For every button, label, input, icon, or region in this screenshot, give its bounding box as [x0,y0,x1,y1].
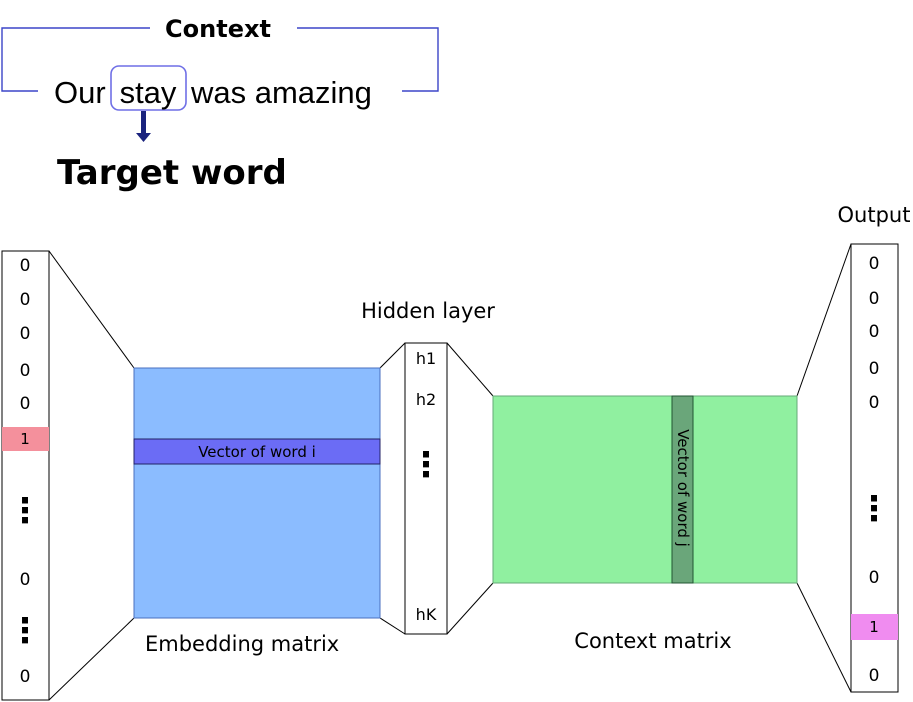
input-cell: 0 [20,324,31,344]
target-word-highlight-box [110,65,187,111]
input-cell: 0 [20,394,31,414]
context-matrix: Vector of word j [492,395,798,584]
input-vector-frame [1,250,50,701]
projection-lines [48,243,852,701]
output-cell: 0 [869,322,880,342]
context-label: Context [165,15,271,43]
output-label: Output [838,203,911,227]
input-ellipsis: ⋮ [8,491,42,531]
context-frame [1,27,439,92]
input-cell: 0 [20,290,31,310]
hidden-ellipsis: ⋮ [409,445,443,485]
output-cell: 0 [869,666,880,686]
input-cell: 0 [20,361,31,381]
output-vector: 0 0 0 0 0 ⋮ 0 1 0 [850,243,899,693]
output-cell: 0 [869,359,880,379]
output-cell: 0 [869,289,880,309]
input-vector-highlight [2,427,49,451]
embedding-matrix-body [133,367,381,619]
embedding-row-word-i [133,438,381,465]
embedding-row-label: Vector of word i [198,443,316,461]
embedding-matrix-label: Embedding matrix [145,632,339,656]
hidden-unit: h1 [416,349,436,368]
output-cell: 0 [869,254,880,274]
embedding-matrix: Vector of word i [133,367,381,619]
hidden-layer: h1 h2 ⋮ hK [404,342,448,635]
hidden-layer-frame [404,342,448,635]
output-vector-highlight [851,614,898,640]
output-cell-active: 1 [869,618,879,636]
output-cell: 0 [869,393,880,413]
input-ellipsis: ⋮ [8,611,42,651]
input-cell: 0 [20,256,31,276]
context-matrix-body [492,395,798,584]
hidden-layer-label: Hidden layer [361,299,495,323]
input-vector: 0 0 0 0 0 1 ⋮ 0 ⋮ 0 [1,250,50,701]
context-column-label: Vector of word j [674,429,692,547]
input-cell-active: 1 [20,430,30,448]
target-arrow [136,111,151,142]
target-word-label: Target word [57,153,287,193]
context-frame-right [297,27,439,92]
context-column-word-j [671,395,694,584]
hidden-unit: hK [416,605,437,624]
sentence-target-word: stay [120,75,177,110]
input-cell: 0 [20,667,31,687]
output-cell: 0 [869,568,880,588]
output-ellipsis: ⋮ [857,489,891,529]
context-matrix-label: Context matrix [574,629,731,653]
sentence-word-before: Our [54,75,106,110]
sentence-word-after: was amazing [190,75,372,110]
hidden-unit: h2 [416,390,436,409]
context-frame-left [1,27,150,92]
input-cell: 0 [20,570,31,590]
